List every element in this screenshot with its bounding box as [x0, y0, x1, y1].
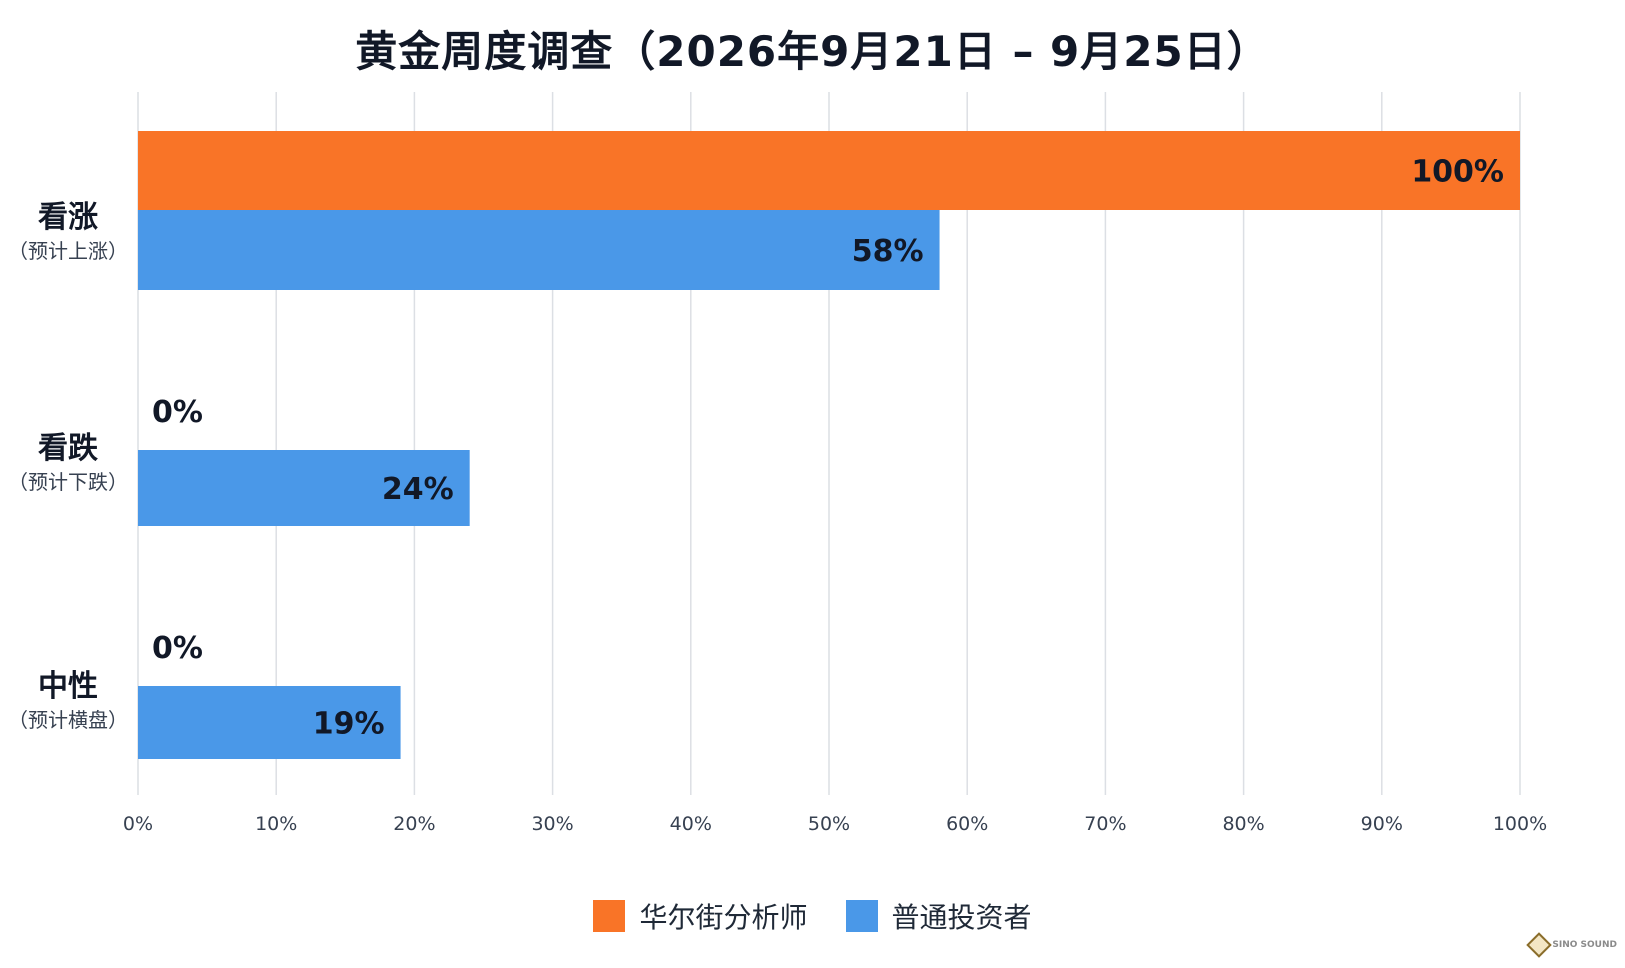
investor-bar [138, 450, 470, 526]
data-label: 0% [152, 631, 203, 666]
x-tick-label: 70% [1084, 813, 1126, 835]
analyst-bar [138, 131, 1520, 210]
legend: 华尔街分析师 普通投资者 [0, 896, 1625, 936]
x-tick-label: 60% [946, 813, 988, 835]
data-label: 24% [382, 472, 454, 507]
x-tick-label: 20% [393, 813, 435, 835]
watermark-text: SINO SOUND [1552, 939, 1617, 950]
legend-item-analysts: 华尔街分析师 [593, 896, 808, 936]
category-sublabel: （预计上涨） [8, 239, 128, 263]
x-tick-label: 30% [531, 813, 573, 835]
legend-label-analysts: 华尔街分析师 [639, 901, 808, 934]
legend-label-investors: 普通投资者 [891, 901, 1032, 934]
chart-title: 黄金周度调查（2026年9月21日 – 9月25日） [355, 27, 1270, 76]
x-tick-label: 90% [1361, 813, 1403, 835]
data-label: 100% [1411, 155, 1504, 190]
x-tick-label: 100% [1493, 813, 1547, 835]
category-sublabel: （预计横盘） [8, 708, 128, 732]
category-label: 中性 [38, 669, 98, 704]
legend-swatch-analysts [593, 900, 626, 932]
x-tick-label: 40% [670, 813, 712, 835]
category-label: 看跌 [38, 431, 98, 466]
data-label: 19% [313, 707, 385, 742]
category-label: 看涨 [38, 200, 98, 235]
investor-bar [138, 210, 940, 290]
investor-bar [138, 686, 401, 759]
category-sublabel: （预计下跌） [8, 470, 128, 494]
diamond-logo-icon [1526, 932, 1553, 958]
x-tick-label: 10% [255, 813, 297, 835]
legend-swatch-investors [845, 900, 878, 932]
x-tick-label: 0% [123, 813, 153, 835]
watermark-logo: SINO SOUND [1526, 932, 1617, 958]
data-label: 58% [852, 234, 924, 269]
legend-item-investors: 普通投资者 [845, 896, 1032, 936]
x-tick-label: 80% [1222, 813, 1264, 835]
x-tick-label: 50% [808, 813, 850, 835]
data-label: 0% [152, 395, 203, 430]
